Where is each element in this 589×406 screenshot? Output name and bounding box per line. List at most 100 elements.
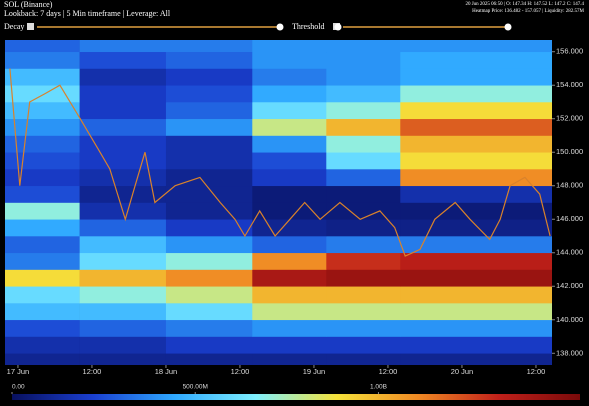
heat-cell — [252, 101, 327, 120]
heat-cell — [326, 336, 401, 354]
heat-cell — [165, 118, 253, 136]
heat-cell — [79, 252, 167, 270]
x-tick-label: 12:00 — [231, 367, 250, 376]
heat-cell — [252, 252, 327, 270]
heat-cell — [165, 269, 253, 287]
heat-cell — [326, 286, 401, 304]
heat-cell — [400, 286, 552, 304]
heat-cell — [326, 303, 401, 321]
heat-cell — [165, 303, 253, 321]
heat-cell — [400, 303, 552, 321]
colorbar-tick-label: 500.00M — [183, 384, 208, 391]
heat-cell — [252, 135, 327, 153]
heat-cell — [400, 353, 552, 365]
heat-cell — [326, 51, 401, 69]
y-tick-label: 154.000 — [556, 80, 583, 89]
heat-cell — [165, 252, 253, 270]
heat-cell — [326, 353, 401, 365]
heatmap-cells — [5, 40, 552, 365]
x-tick-label: 12:00 — [379, 367, 398, 376]
heat-cell — [165, 286, 253, 304]
heat-cell — [5, 85, 80, 103]
heat-cell — [252, 168, 327, 187]
x-tick-label: 12:00 — [83, 367, 102, 376]
heat-cell — [400, 85, 552, 103]
heat-cell — [79, 303, 167, 321]
heat-cell — [252, 40, 327, 53]
heat-cell — [79, 353, 167, 365]
heat-cell — [165, 168, 253, 187]
heat-cell — [400, 118, 552, 136]
heat-cell — [400, 135, 552, 153]
heat-cell — [5, 319, 80, 337]
heat-cell — [79, 118, 167, 136]
heat-cell — [79, 135, 167, 153]
heat-cell — [165, 85, 253, 103]
heat-cell — [326, 236, 401, 254]
decay-knob[interactable] — [276, 23, 284, 31]
heat-cell — [5, 101, 80, 120]
heat-cell — [400, 40, 552, 53]
chart-subtitle: Lookback: 7 days | 5 Min timeframe | Lev… — [4, 9, 171, 18]
heat-cell — [252, 303, 327, 321]
heat-cell — [252, 85, 327, 103]
heat-cell — [252, 118, 327, 136]
y-tick-label: 138.000 — [556, 348, 583, 357]
heat-cell — [165, 152, 253, 170]
threshold-label: Threshold — [292, 22, 324, 31]
decay-checkbox[interactable] — [27, 23, 34, 30]
heat-cell — [165, 185, 253, 203]
heat-cell — [79, 319, 167, 337]
heat-cell — [5, 286, 80, 304]
heat-cell — [5, 118, 80, 136]
heat-cell — [252, 219, 327, 237]
y-tick-label: 152.000 — [556, 114, 583, 123]
heat-cell — [326, 118, 401, 136]
heat-cell — [165, 51, 253, 69]
heat-cell — [252, 185, 327, 203]
y-tick-label: 150.000 — [556, 147, 583, 156]
heat-cell — [5, 51, 80, 69]
heat-cell — [326, 40, 401, 53]
threshold-knob-max[interactable] — [504, 23, 512, 31]
heat-cell — [400, 185, 552, 203]
heat-cell — [5, 336, 80, 354]
heat-cell — [400, 51, 552, 69]
heat-cell — [252, 286, 327, 304]
heat-cell — [5, 202, 80, 220]
heat-cell — [79, 236, 167, 254]
threshold-knob-min[interactable] — [334, 23, 342, 31]
heat-cell — [400, 152, 552, 170]
heat-cell — [165, 336, 253, 354]
heat-cell — [165, 353, 253, 365]
heat-cell — [252, 152, 327, 170]
heat-cell — [79, 219, 167, 237]
heat-cell — [79, 336, 167, 354]
x-tick-label: 19 Jun — [303, 367, 326, 376]
heat-cell — [400, 68, 552, 86]
heat-cell — [326, 101, 401, 120]
heat-cell — [326, 252, 401, 270]
colorbar-tick-label: 1.00B — [370, 384, 387, 391]
heat-cell — [400, 236, 552, 254]
heat-cell — [165, 202, 253, 220]
heat-cell — [79, 51, 167, 69]
heat-cell — [326, 219, 401, 237]
heat-cell — [79, 85, 167, 103]
heat-cell — [252, 51, 327, 69]
heat-cell — [5, 269, 80, 287]
decay-label: Decay — [4, 22, 24, 31]
heat-cell — [5, 185, 80, 203]
heat-cell — [5, 236, 80, 254]
heat-cell — [326, 185, 401, 203]
heat-cell — [79, 286, 167, 304]
heat-cell — [326, 319, 401, 337]
heat-cell — [165, 135, 253, 153]
heat-cell — [79, 101, 167, 120]
plot: 138.000 140.000 142.000 144.000 146.000 148.0… — [5, 40, 583, 400]
heat-cell — [326, 135, 401, 153]
y-tick-label: 140.000 — [556, 315, 583, 324]
heat-cell — [5, 353, 80, 365]
heat-cell — [5, 252, 80, 270]
